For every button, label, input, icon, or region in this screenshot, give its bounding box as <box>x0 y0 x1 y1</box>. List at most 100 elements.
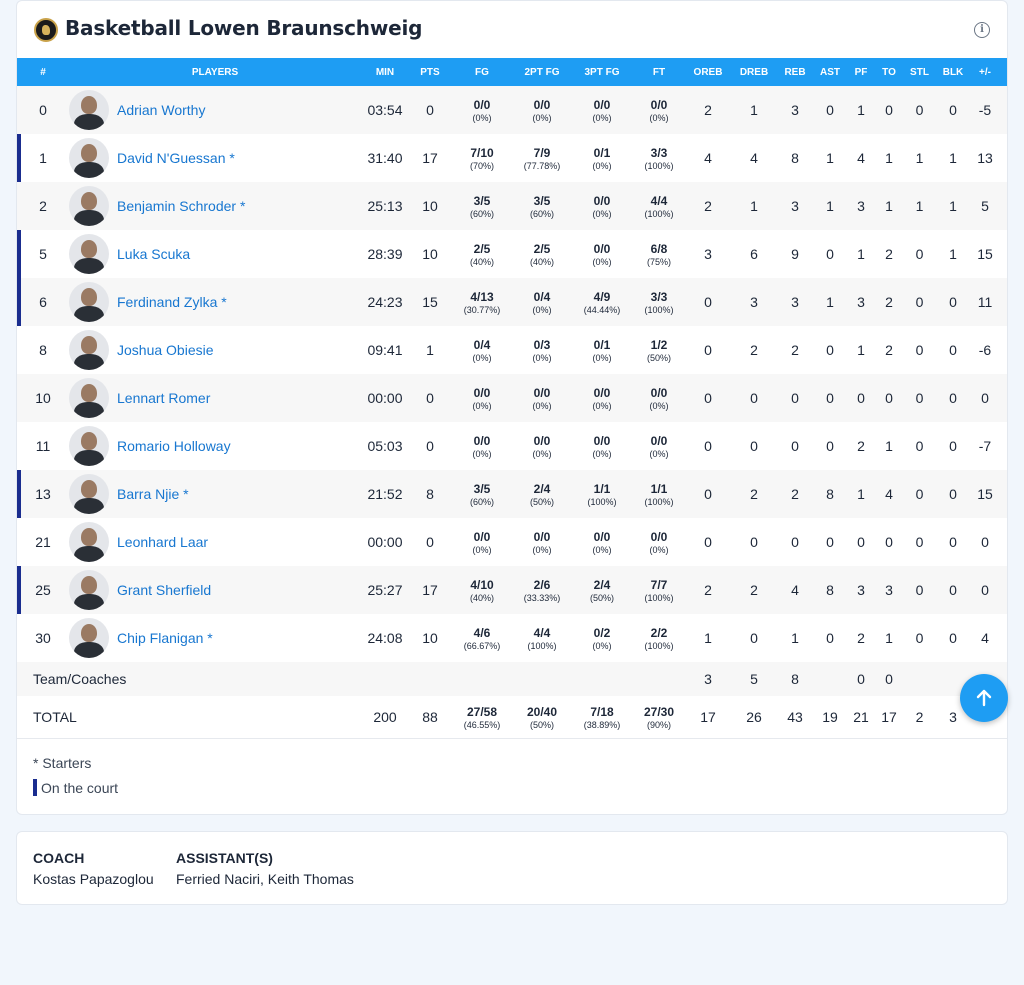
player-cell: Grant Sherfield <box>69 566 361 614</box>
total-stat-dreb: 26 <box>746 709 762 725</box>
stat-stl: 0 <box>915 534 924 550</box>
stat-stl: 0 <box>915 342 924 358</box>
jersey-number: 25 <box>17 566 69 614</box>
three-point-fg-made-attempted: 0/0 <box>593 433 611 448</box>
scroll-to-top-button[interactable] <box>960 674 1008 722</box>
free-throws: 0/0 (0%) <box>633 422 685 470</box>
total-three-point-fg-percentage: (38.89%) <box>583 719 621 730</box>
player-avatar[interactable] <box>69 378 109 418</box>
three-point-fg: 2/4 (50%) <box>571 566 633 614</box>
player-avatar[interactable] <box>69 474 109 514</box>
player-avatar[interactable] <box>69 570 109 610</box>
player-name-link[interactable]: Luka Scuka <box>117 246 191 262</box>
player-name-link[interactable]: Romario Holloway <box>117 438 231 454</box>
jersey-number: 10 <box>35 390 51 406</box>
stat-stl: 0 <box>915 102 924 118</box>
stat-pm: 0 <box>981 390 989 406</box>
free-throws: 0/0 (0%) <box>633 518 685 566</box>
minutes: 03:54 <box>367 102 403 118</box>
two-point-fg-made-attempted: 2/4 <box>533 481 551 496</box>
stat-eff: 3 <box>1000 86 1007 134</box>
field-goals-made-attempted: 4/6 <box>473 625 491 640</box>
team-coaches-row: Team/Coaches 3 5 8 0 0 <box>17 662 1007 696</box>
three-point-fg-made-attempted: 0/1 <box>593 145 611 160</box>
three-point-fg-made-attempted: 1/1 <box>593 481 611 496</box>
legend-on-court: On the court <box>33 779 118 796</box>
field-goals-percentage: (0%) <box>472 400 492 411</box>
column-header: BLK <box>942 66 964 78</box>
team-header: Basketball Lowen Braunschweig i <box>17 1 1007 58</box>
stat-eff: 8 <box>1000 278 1007 326</box>
player-name-link[interactable]: Chip Flanigan * <box>117 630 213 646</box>
free-throws: 7/7 (100%) <box>633 566 685 614</box>
player-name-link[interactable]: Benjamin Schroder * <box>117 198 246 214</box>
three-point-fg: 1/1 (100%) <box>571 470 633 518</box>
stat-ast: 1 <box>826 198 834 214</box>
stat-pf: 3 <box>857 294 865 310</box>
player-name-link[interactable]: Ferdinand Zylka * <box>117 294 227 310</box>
column-header: TO <box>882 66 896 78</box>
three-point-fg: 0/0 (0%) <box>571 182 633 230</box>
team-coaches-label: Team/Coaches <box>33 671 127 687</box>
player-avatar[interactable] <box>69 282 109 322</box>
stat-reb: 2 <box>791 486 799 502</box>
stat-blk: 1 <box>949 246 957 262</box>
points: 0 <box>426 390 434 406</box>
player-avatar[interactable] <box>69 330 109 370</box>
stat-reb: 9 <box>791 246 799 262</box>
stat-to: 0 <box>885 102 893 118</box>
team-stat-ast <box>813 662 847 696</box>
total-minutes: 200 <box>373 709 397 725</box>
player-row: 13 Barra Njie * 21:52 8 3/5 (60%) 2/4 (50%) 1/1(… <box>17 470 1007 518</box>
stat-eff: -1 <box>1000 422 1007 470</box>
stat-dreb: 4 <box>750 150 758 166</box>
player-row: 6 Ferdinand Zylka * 24:23 15 4/13 (30.77%) 0/4… <box>17 278 1007 326</box>
player-name-link[interactable]: David N'Guessan * <box>117 150 235 166</box>
stat-blk: 0 <box>949 342 957 358</box>
info-icon[interactable]: i <box>974 22 990 38</box>
minutes: 24:23 <box>367 294 403 310</box>
jersey-number: 6 <box>17 278 69 326</box>
stat-eff: 13 <box>1000 182 1007 230</box>
stat-ast: 1 <box>826 150 834 166</box>
player-name-link[interactable]: Joshua Obiesie <box>117 342 214 358</box>
player-avatar[interactable] <box>69 234 109 274</box>
two-point-fg-made-attempted: 0/3 <box>533 337 551 352</box>
stat-blk: 0 <box>949 534 957 550</box>
player-avatar[interactable] <box>69 426 109 466</box>
minutes: 00:00 <box>367 390 403 406</box>
player-avatar[interactable] <box>69 90 109 130</box>
points: 17 <box>422 582 438 598</box>
player-name-link[interactable]: Grant Sherfield <box>117 582 212 598</box>
stat-dreb: 1 <box>750 198 758 214</box>
player-name-link[interactable]: Lennart Romer <box>117 390 211 406</box>
stat-eff: -4 <box>1000 326 1007 374</box>
points: 0 <box>426 438 434 454</box>
player-avatar[interactable] <box>69 186 109 226</box>
minutes: 28:39 <box>367 246 403 262</box>
minutes: 25:27 <box>367 582 403 598</box>
two-point-fg-percentage: (0%) <box>532 448 552 459</box>
free-throws: 1/1 (100%) <box>633 470 685 518</box>
jersey-number: 5 <box>17 230 69 278</box>
free-throws-percentage: (0%) <box>649 400 669 411</box>
total-free-throws-made-attempted: 27/30 <box>643 704 675 719</box>
stat-stl: 0 <box>915 582 924 598</box>
two-point-fg: 3/5 (60%) <box>513 182 571 230</box>
player-name-link[interactable]: Adrian Worthy <box>117 102 206 118</box>
player-avatar[interactable] <box>69 522 109 562</box>
field-goals-made-attempted: 0/0 <box>473 529 491 544</box>
stat-reb: 3 <box>791 198 799 214</box>
minutes: 31:40 <box>367 150 403 166</box>
field-goals: 0/0 (0%) <box>451 518 513 566</box>
field-goals: 3/5 (60%) <box>451 470 513 518</box>
player-avatar[interactable] <box>69 618 109 658</box>
player-avatar[interactable] <box>69 138 109 178</box>
free-throws-percentage: (0%) <box>649 448 669 459</box>
two-point-fg: 7/9 (77.78%) <box>513 134 571 182</box>
player-name-link[interactable]: Leonhard Laar <box>117 534 209 550</box>
player-name-link[interactable]: Barra Njie * <box>117 486 189 502</box>
stat-pm: -5 <box>978 102 992 118</box>
column-header: AST <box>820 66 840 78</box>
player-cell: Benjamin Schroder * <box>69 182 361 230</box>
